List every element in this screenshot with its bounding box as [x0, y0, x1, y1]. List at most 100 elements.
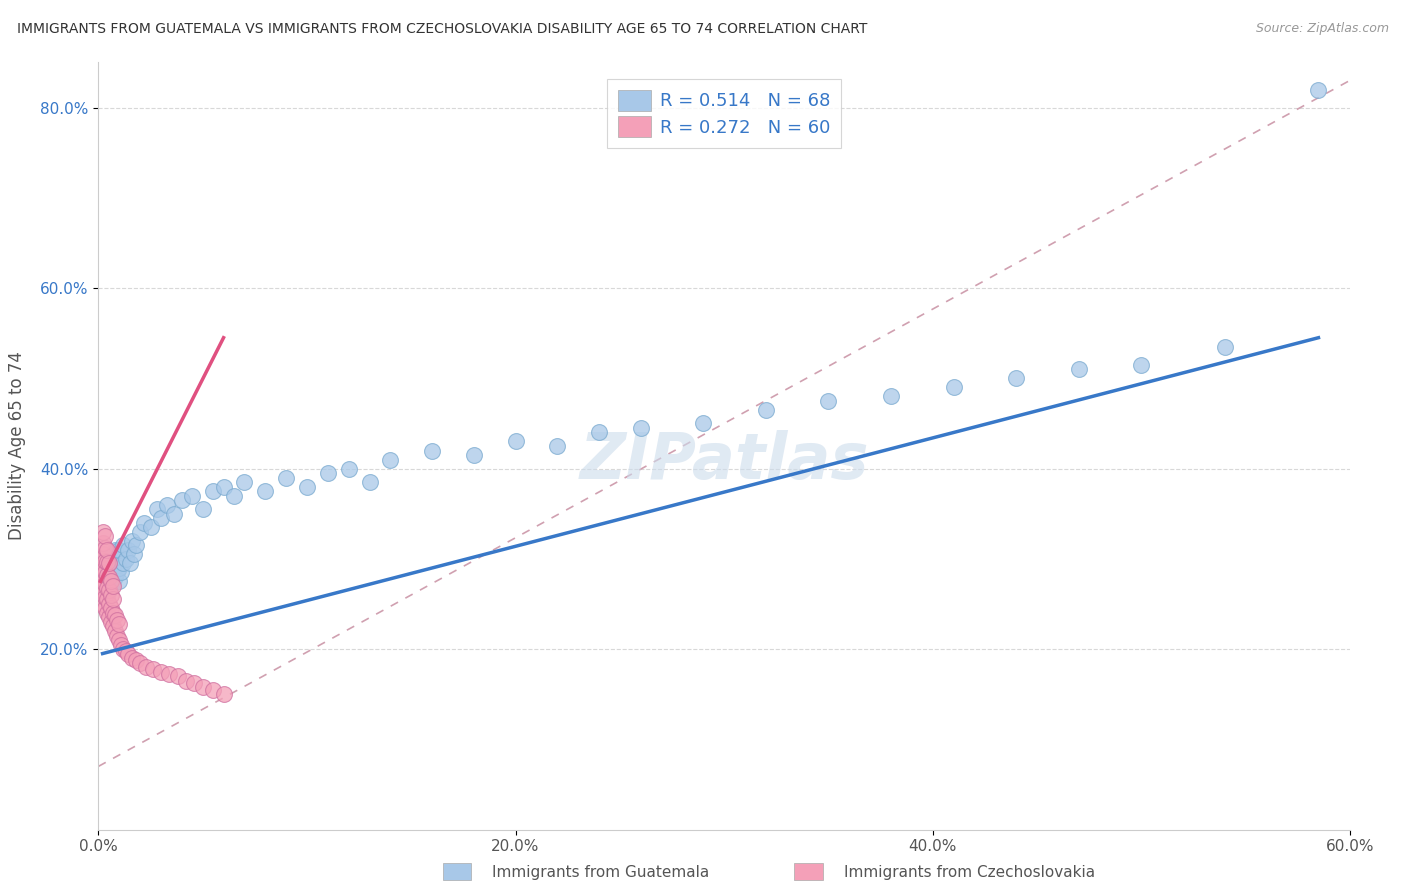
Point [97, 570, 120, 584]
Point [93, 566, 115, 580]
Point [93, 601, 115, 615]
Point [104, 557, 127, 571]
Point [295, 480, 318, 494]
Point [588, 425, 610, 440]
Point [96, 561, 118, 575]
Point [880, 389, 903, 403]
Point [1130, 358, 1153, 372]
Point [108, 633, 131, 648]
Text: ZIPatlas: ZIPatlas [579, 430, 869, 492]
Legend: R = 0.514   N = 68, R = 0.272   N = 60: R = 0.514 N = 68, R = 0.272 N = 60 [607, 79, 841, 148]
Point [139, 520, 162, 534]
Point [89, 566, 111, 580]
Point [129, 524, 152, 539]
Point [91, 561, 114, 575]
Point [146, 502, 169, 516]
Point [316, 466, 339, 480]
Point [817, 393, 839, 408]
Point [1308, 82, 1330, 96]
Point [96, 592, 118, 607]
Point [546, 439, 568, 453]
Point [125, 538, 148, 552]
Point [96, 542, 118, 557]
Point [91, 597, 114, 611]
Point [157, 667, 180, 681]
Point [174, 673, 197, 688]
Point [101, 591, 124, 606]
Point [101, 579, 124, 593]
Point [100, 574, 122, 589]
Text: Immigrants from Czechoslovakia: Immigrants from Czechoslovakia [844, 865, 1095, 880]
Point [91, 570, 114, 584]
Point [101, 574, 124, 589]
Bar [794, 863, 823, 880]
Point [89, 574, 111, 589]
Point [97, 597, 120, 611]
Point [112, 642, 135, 657]
Point [100, 566, 122, 580]
Point [104, 570, 127, 584]
Point [96, 574, 118, 589]
Point [93, 590, 115, 604]
Point [100, 588, 122, 602]
Point [97, 566, 120, 580]
Point [101, 619, 124, 633]
Point [337, 461, 360, 475]
Point [93, 577, 115, 591]
Point [135, 660, 157, 674]
Point [114, 644, 136, 658]
Point [105, 613, 128, 627]
Point [108, 616, 131, 631]
Point [114, 551, 136, 566]
Point [105, 566, 128, 580]
Point [191, 502, 214, 516]
Point [110, 566, 132, 580]
Point [108, 574, 131, 589]
Point [93, 588, 115, 602]
Point [93, 553, 115, 567]
Point [463, 448, 485, 462]
Point [89, 551, 111, 566]
Point [202, 682, 225, 697]
Point [183, 676, 205, 690]
Point [134, 516, 156, 530]
Point [96, 568, 118, 582]
Point [191, 680, 214, 694]
Point [91, 583, 114, 598]
Point [505, 434, 527, 449]
Point [156, 498, 179, 512]
Point [112, 557, 135, 571]
Point [101, 561, 124, 575]
Point [100, 557, 122, 571]
Point [222, 489, 245, 503]
Point [105, 628, 128, 642]
Point [1213, 340, 1236, 354]
Point [274, 470, 298, 484]
Point [420, 443, 443, 458]
Point [118, 557, 141, 571]
Point [93, 541, 115, 555]
Point [96, 581, 118, 595]
Point [91, 572, 114, 586]
Point [100, 601, 122, 615]
Point [97, 583, 120, 598]
Point [100, 579, 122, 593]
Point [93, 529, 115, 543]
Point [101, 606, 124, 620]
Point [100, 615, 122, 629]
Point [129, 656, 152, 670]
Point [121, 533, 143, 548]
Point [150, 665, 173, 679]
Point [162, 507, 184, 521]
Text: IMMIGRANTS FROM GUATEMALA VS IMMIGRANTS FROM CZECHOSLOVAKIA DISABILITY AGE 65 TO: IMMIGRANTS FROM GUATEMALA VS IMMIGRANTS … [17, 22, 868, 37]
Point [93, 551, 115, 566]
Point [166, 669, 188, 683]
Point [117, 647, 139, 661]
Point [97, 551, 120, 566]
Point [125, 653, 148, 667]
Point [108, 561, 131, 575]
Point [91, 535, 114, 549]
Point [97, 583, 120, 598]
Point [110, 638, 132, 652]
Point [105, 551, 128, 566]
